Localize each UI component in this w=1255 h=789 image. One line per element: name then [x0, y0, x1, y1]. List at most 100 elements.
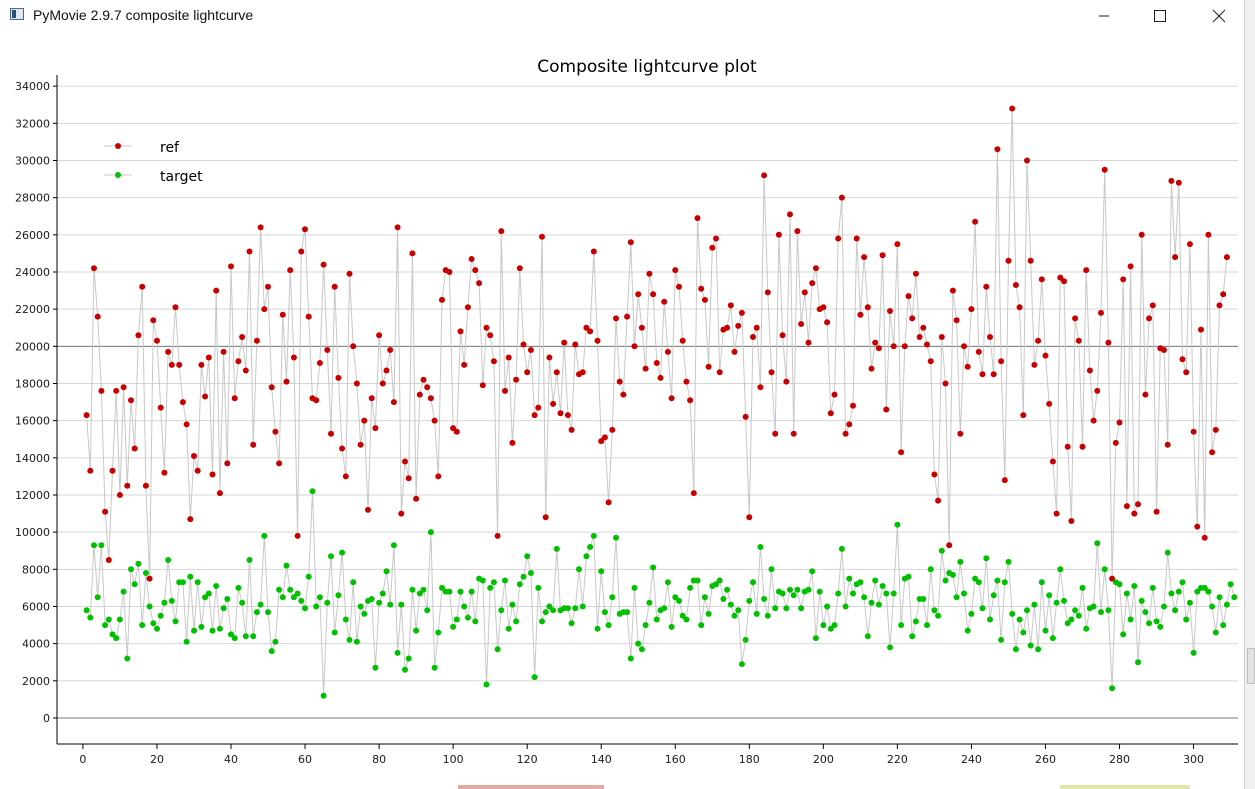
ref-point — [561, 339, 568, 346]
target-point — [694, 577, 701, 584]
ref-point — [1024, 157, 1030, 164]
target-point — [120, 588, 127, 595]
ref-point — [361, 417, 368, 424]
target-point — [1057, 566, 1064, 573]
target-point — [1061, 597, 1067, 604]
legend-target-marker — [115, 172, 121, 178]
y-tick-label: 8000 — [22, 563, 50, 576]
maximize-button[interactable] — [1137, 0, 1183, 31]
target-point — [287, 586, 294, 593]
target-point — [1024, 607, 1030, 614]
target-point — [339, 549, 346, 556]
target-point — [1016, 616, 1023, 623]
target-point — [827, 625, 834, 632]
target-point — [424, 607, 431, 614]
target-point — [909, 633, 916, 640]
ref-point — [775, 231, 782, 238]
ref-point — [265, 283, 271, 290]
ref-point — [761, 172, 768, 179]
target-point — [1172, 607, 1179, 614]
ref-point — [283, 378, 290, 385]
target-point — [387, 601, 394, 608]
ref-point — [1190, 428, 1197, 435]
target-point — [768, 566, 775, 573]
target-point — [390, 542, 397, 549]
y-tick-label: 6000 — [22, 600, 50, 613]
target-point — [1131, 583, 1138, 589]
ref-point — [490, 358, 497, 365]
target-point — [524, 553, 531, 560]
ref-point — [83, 412, 90, 419]
target-point — [257, 601, 264, 608]
ref-point — [627, 239, 634, 246]
ref-point — [1083, 267, 1090, 274]
target-point — [228, 631, 234, 638]
target-point — [1105, 607, 1112, 614]
target-point — [994, 577, 1001, 584]
target-point — [235, 584, 242, 591]
scroll-edge-marker — [1247, 648, 1255, 684]
ref-point — [146, 575, 153, 582]
minimize-button[interactable] — [1081, 0, 1127, 31]
target-point — [1083, 625, 1090, 632]
target-point — [661, 605, 668, 612]
ref-point — [946, 542, 953, 549]
target-point — [609, 594, 616, 601]
target-point — [1090, 603, 1097, 610]
target-point — [239, 599, 246, 606]
ref-point — [209, 471, 216, 478]
y-tick-label: 24000 — [15, 266, 50, 279]
target-point — [1209, 603, 1216, 610]
ref-point — [1172, 254, 1179, 261]
target-point — [283, 562, 290, 569]
ref-point — [1209, 449, 1216, 456]
target-point — [150, 620, 157, 627]
target-point — [931, 607, 938, 614]
target-point — [705, 610, 712, 617]
target-point — [1194, 588, 1201, 595]
ref-point — [642, 365, 649, 372]
ref-point — [783, 378, 790, 385]
ref-point — [1094, 387, 1101, 394]
x-tick-label: 40 — [224, 753, 238, 766]
close-button[interactable] — [1196, 0, 1242, 31]
ref-point — [1005, 257, 1012, 264]
ref-point — [128, 397, 134, 404]
ref-point — [287, 267, 294, 274]
window-titlebar[interactable]: PyMovie 2.9.7 composite lightcurve — [0, 0, 1245, 31]
ref-point — [820, 304, 827, 311]
target-point — [1175, 588, 1182, 595]
ref-point — [202, 393, 209, 400]
target-point — [787, 586, 793, 593]
target-point — [1153, 618, 1160, 625]
target-point — [949, 571, 956, 578]
y-tick-label: 10000 — [15, 526, 50, 539]
target-point — [216, 625, 223, 632]
ref-point — [435, 473, 442, 480]
target-point — [805, 586, 812, 593]
target-point — [713, 581, 719, 588]
ref-point — [583, 324, 590, 331]
target-point — [453, 616, 460, 623]
background-strip — [458, 785, 604, 789]
target-point — [342, 616, 349, 623]
ref-point — [616, 378, 623, 385]
target-point — [601, 609, 608, 616]
ref-point — [461, 361, 468, 368]
target-point — [1205, 588, 1212, 595]
ref-point — [827, 410, 834, 417]
lightcurve-plot[interactable]: Composite lightcurve plot 02000400060008… — [0, 31, 1244, 789]
target-point — [953, 594, 960, 601]
target-point — [761, 596, 768, 602]
ref-point — [402, 458, 408, 465]
target-point — [361, 610, 368, 617]
ref-point — [1120, 276, 1127, 283]
ref-point — [1035, 337, 1042, 344]
ref-point — [705, 363, 712, 370]
ref-point — [601, 434, 608, 441]
target-point — [1009, 610, 1016, 617]
target-point — [409, 586, 416, 593]
ref-point — [357, 441, 364, 448]
ref-point — [590, 248, 597, 255]
target-point — [209, 627, 216, 634]
